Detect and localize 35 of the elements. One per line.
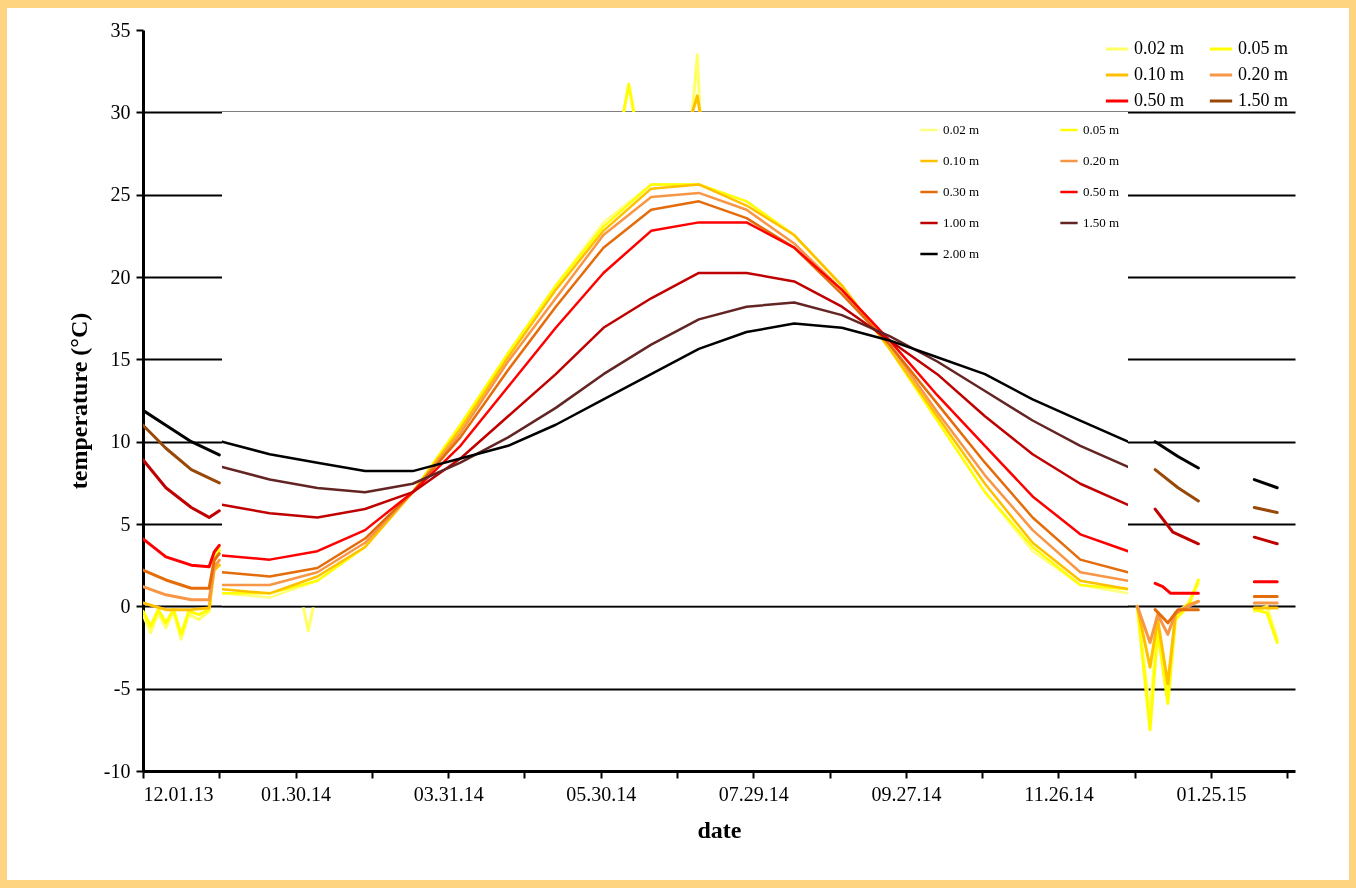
y-tick-label: -10 [103,759,131,782]
legend-label: 0.50 m [1134,90,1185,110]
legend-label: 0.02 m [1134,38,1185,58]
legend-label: 1.50 m [1238,90,1289,110]
legend-label: 0.20 m [1083,153,1120,168]
x-tick-label: 09.27.14 [871,782,942,805]
y-tick-label: 10 [110,430,131,453]
legend-label: 0.10 m [943,153,980,168]
y-axis-title: temperature (°C) [65,312,92,490]
legend-label: 0.05 m [1083,122,1120,137]
y-tick-label: 35 [110,18,131,41]
legend-label: 0.10 m [1134,64,1185,84]
legend-label: 0.02 m [943,122,980,137]
x-tick-label: 01.30.14 [261,782,332,805]
legend-label: 0.20 m [1238,64,1289,84]
y-tick-label: -5 [113,677,131,700]
y-tick-label: 5 [120,512,131,535]
x-tick-label: 05.30.14 [566,782,637,805]
legend-label: 2.00 m [943,246,980,261]
x-tick-label: 12.01.13 [143,782,214,805]
legend-label: 0.50 m [1083,184,1120,199]
x-tick-label: 11.26.14 [1024,782,1094,805]
legend-label: 0.30 m [943,184,980,199]
y-tick-label: 15 [110,347,131,370]
x-tick-label: 07.29.14 [718,782,789,805]
x-axis-title: date [697,816,742,843]
x-tick-label: 03.31.14 [413,782,484,805]
legend-label: 0.05 m [1238,38,1289,58]
legend-label: 1.00 m [943,215,980,230]
y-tick-label: 30 [110,100,131,123]
y-tick-label: 20 [110,265,131,288]
y-tick-label: 25 [110,183,131,206]
x-tick-label: 01.25.15 [1176,782,1247,805]
y-tick-label: 0 [120,594,131,617]
legend-label: 1.50 m [1083,215,1120,230]
